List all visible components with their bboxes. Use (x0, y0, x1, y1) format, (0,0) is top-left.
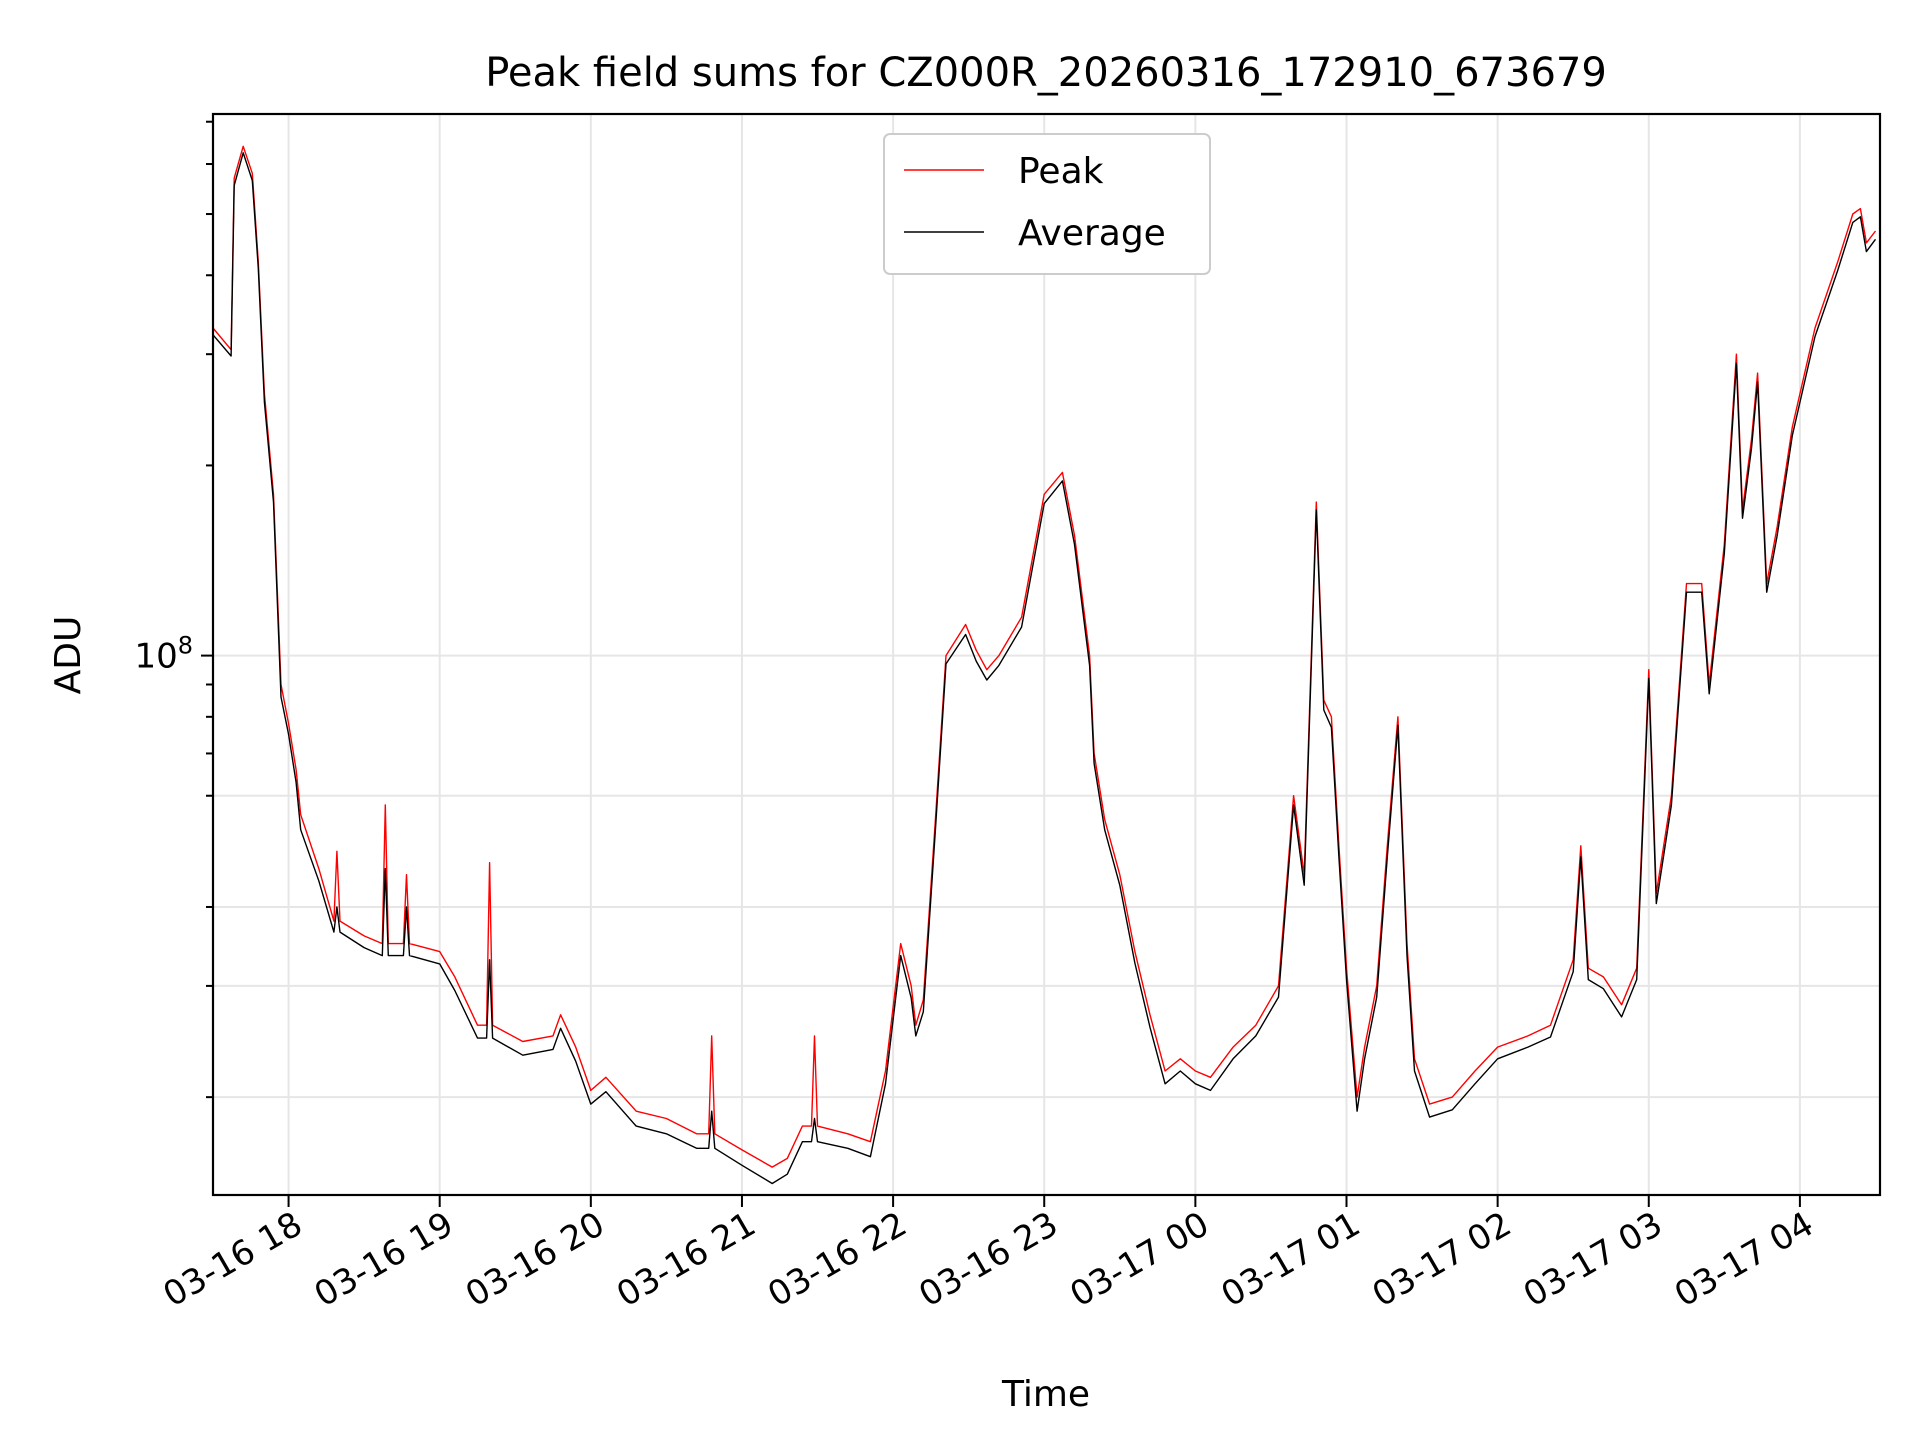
legend-label-average: Average (1018, 213, 1166, 254)
chart-title: Peak field sums for CZ000R_20260316_1729… (485, 50, 1607, 96)
series-line-peak (212, 145, 1877, 1168)
x-axis-label: Time (1001, 1374, 1090, 1415)
y-axis: 108 (134, 120, 213, 1099)
legend-label-peak: Peak (1018, 151, 1104, 192)
legend: Peak Average (883, 133, 1211, 275)
series-line-average (212, 152, 1877, 1185)
plot-area (212, 145, 1877, 1185)
y-tick-label: 108 (134, 632, 193, 677)
axes-frame (211, 112, 1882, 1197)
gridlines (213, 114, 1880, 1195)
y-axis-label: ADU (48, 616, 89, 695)
legend-box (883, 133, 1211, 275)
